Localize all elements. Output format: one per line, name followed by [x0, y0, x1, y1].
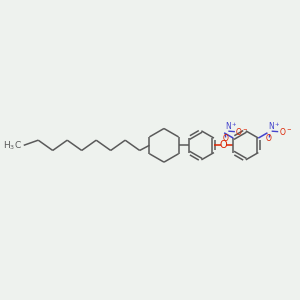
Text: O$^-$: O$^-$ [236, 126, 248, 137]
Text: O$^-$: O$^-$ [279, 126, 292, 137]
Text: O: O [222, 134, 228, 143]
Text: N$^+$: N$^+$ [268, 120, 281, 132]
Text: O: O [266, 134, 272, 143]
Text: H$_3$C: H$_3$C [3, 139, 22, 152]
Text: N$^+$: N$^+$ [225, 120, 238, 132]
Text: O: O [220, 140, 227, 150]
